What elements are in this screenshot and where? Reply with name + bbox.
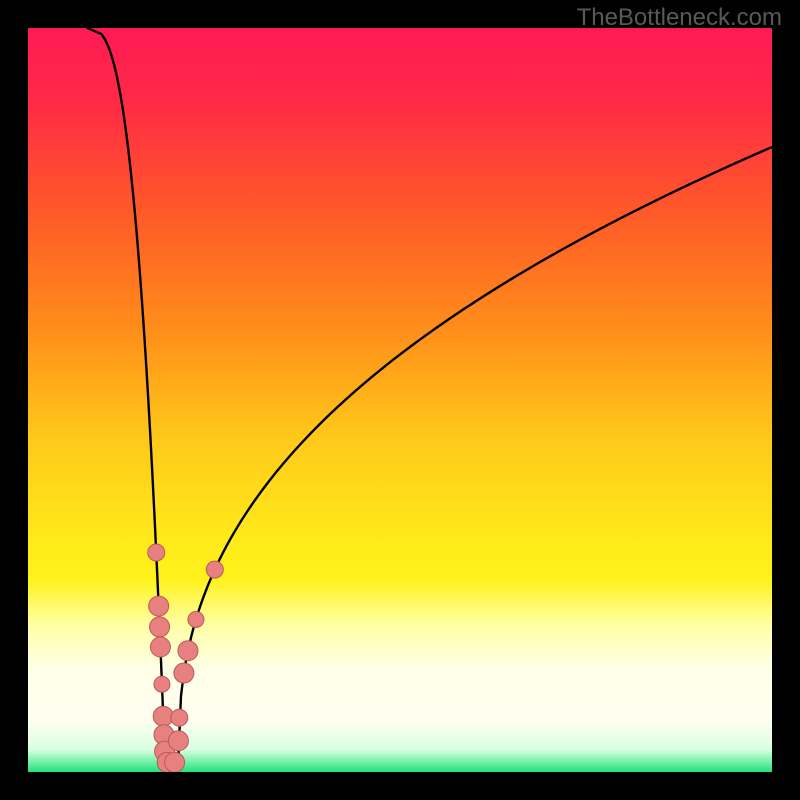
data-marker: [148, 544, 165, 561]
data-marker: [188, 611, 204, 627]
watermark-text: TheBottleneck.com: [577, 4, 782, 32]
data-marker: [168, 731, 188, 751]
chart-background: [28, 28, 772, 772]
data-marker: [150, 637, 170, 657]
bottleneck-chart: [28, 28, 772, 772]
data-marker: [178, 641, 198, 661]
data-marker: [174, 663, 194, 683]
data-marker: [154, 676, 170, 692]
data-marker: [149, 596, 169, 616]
data-marker: [206, 561, 223, 578]
data-marker: [165, 752, 185, 772]
data-marker: [150, 617, 170, 637]
data-marker: [171, 709, 188, 726]
data-marker: [153, 706, 173, 726]
figure-root: TheBottleneck.com: [0, 0, 800, 800]
